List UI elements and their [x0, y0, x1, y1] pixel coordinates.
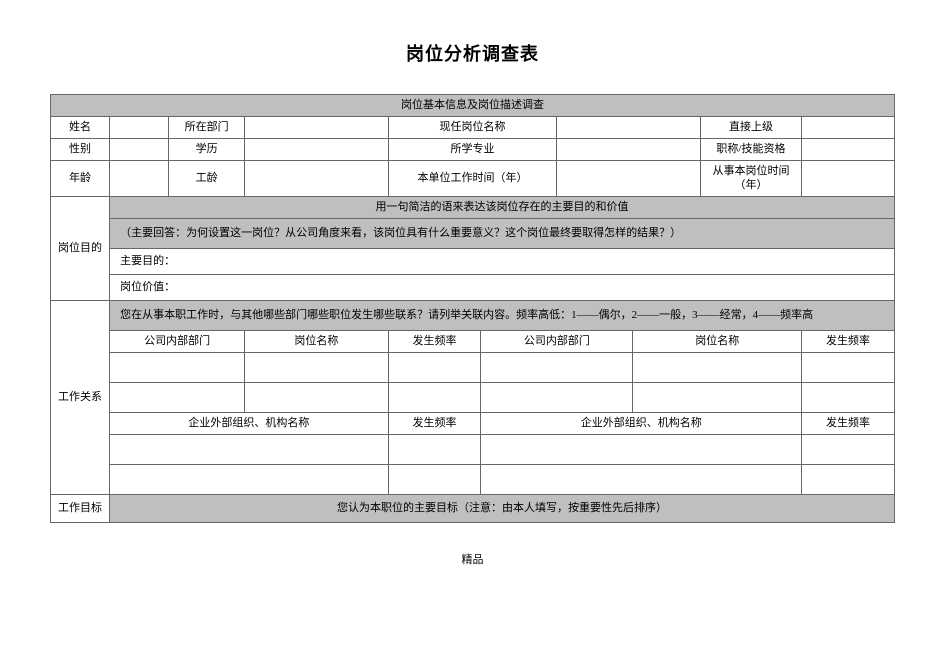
s3-ext-l-freq-v2: [388, 464, 481, 494]
s3-ext-r-freq-v2: [802, 464, 895, 494]
s1-r2-major-value: [557, 139, 700, 161]
s3-int-r-post-v2: [633, 382, 802, 412]
s3-int-l-post-v1: [245, 352, 388, 382]
s1-r3-age-label: 年龄: [51, 161, 110, 197]
section4-instr: 您认为本职位的主要目标（注意：由本人填写，按重要性先后排序）: [110, 494, 895, 522]
s3-int-l-post: 岗位名称: [245, 330, 388, 352]
section1-title: 岗位基本信息及岗位描述调查: [51, 95, 895, 117]
s3-ext-r-org-v1: [481, 434, 802, 464]
s1-r2-qual-value: [802, 139, 895, 161]
s1-r3-post-label: 从事本岗位时间（年）: [700, 161, 801, 197]
s3-int-r-freq: 发生频率: [802, 330, 895, 352]
s1-r1-dept-label: 所在部门: [169, 117, 245, 139]
s1-r2-gender-label: 性别: [51, 139, 110, 161]
s3-int-r-dept-v2: [481, 382, 633, 412]
s3-int-l-dept-v2: [110, 382, 245, 412]
s1-r1-name-label: 姓名: [51, 117, 110, 139]
s3-ext-r-freq: 发生频率: [802, 412, 895, 434]
s1-r3-unit-label: 本单位工作时间（年）: [388, 161, 557, 197]
s3-int-l-dept: 公司内部部门: [110, 330, 245, 352]
section3-instr: 您在从事本职工作时，与其他哪些部门哪些职位发生哪些联系？请列举关联内容。频率高低…: [110, 300, 895, 330]
s3-int-r-freq-v2: [802, 382, 895, 412]
s1-r1-dept-value: [245, 117, 388, 139]
s3-int-l-dept-v1: [110, 352, 245, 382]
s1-r3-unit-value: [557, 161, 700, 197]
s1-r2-major-label: 所学专业: [388, 139, 557, 161]
section2-instr1: 用一句简洁的语来表达该岗位存在的主要目的和价值: [110, 196, 895, 218]
s1-r3-post-value: [802, 161, 895, 197]
s3-int-r-post: 岗位名称: [633, 330, 802, 352]
s3-int-r-dept: 公司内部部门: [481, 330, 633, 352]
section3-side: 工作关系: [51, 300, 110, 494]
s1-r2-qual-label: 职称/技能资格: [700, 139, 801, 161]
s3-ext-r-org-v2: [481, 464, 802, 494]
s3-int-l-freq-v2: [388, 382, 481, 412]
section2-instr2: （主要回答：为何设置这一岗位？从公司角度来看，该岗位具有什么重要意义？这个岗位最…: [110, 218, 895, 248]
s1-r3-age-value: [110, 161, 169, 197]
section2-purpose: 主要目的：: [110, 248, 895, 274]
section4-side: 工作目标: [51, 494, 110, 522]
s1-r2-edu-value: [245, 139, 388, 161]
page-footer: 精品: [50, 551, 895, 567]
s3-ext-r-org: 企业外部组织、机构名称: [481, 412, 802, 434]
s1-r2-edu-label: 学历: [169, 139, 245, 161]
s1-r1-name-value: [110, 117, 169, 139]
s1-r1-post-label: 现任岗位名称: [388, 117, 557, 139]
s3-ext-l-freq: 发生频率: [388, 412, 481, 434]
page-title: 岗位分析调查表: [50, 40, 895, 66]
s3-int-l-freq-v1: [388, 352, 481, 382]
s3-int-r-dept-v1: [481, 352, 633, 382]
s3-ext-l-org-v2: [110, 464, 389, 494]
section2-side: 岗位目的: [51, 196, 110, 300]
s3-int-l-post-v2: [245, 382, 388, 412]
survey-table: 岗位基本信息及岗位描述调查 姓名 所在部门 现任岗位名称 直接上级 性别 学历 …: [50, 94, 895, 523]
s3-int-r-post-v1: [633, 352, 802, 382]
s3-ext-r-freq-v1: [802, 434, 895, 464]
s3-int-r-freq-v1: [802, 352, 895, 382]
s3-ext-l-org: 企业外部组织、机构名称: [110, 412, 389, 434]
s1-r2-gender-value: [110, 139, 169, 161]
s3-int-l-freq: 发生频率: [388, 330, 481, 352]
s3-ext-l-org-v1: [110, 434, 389, 464]
s1-r3-work-value: [245, 161, 388, 197]
s3-ext-l-freq-v1: [388, 434, 481, 464]
s1-r3-work-label: 工龄: [169, 161, 245, 197]
s1-r1-sup-value: [802, 117, 895, 139]
s1-r1-sup-label: 直接上级: [700, 117, 801, 139]
section2-value: 岗位价值：: [110, 274, 895, 300]
s1-r1-post-value: [557, 117, 700, 139]
